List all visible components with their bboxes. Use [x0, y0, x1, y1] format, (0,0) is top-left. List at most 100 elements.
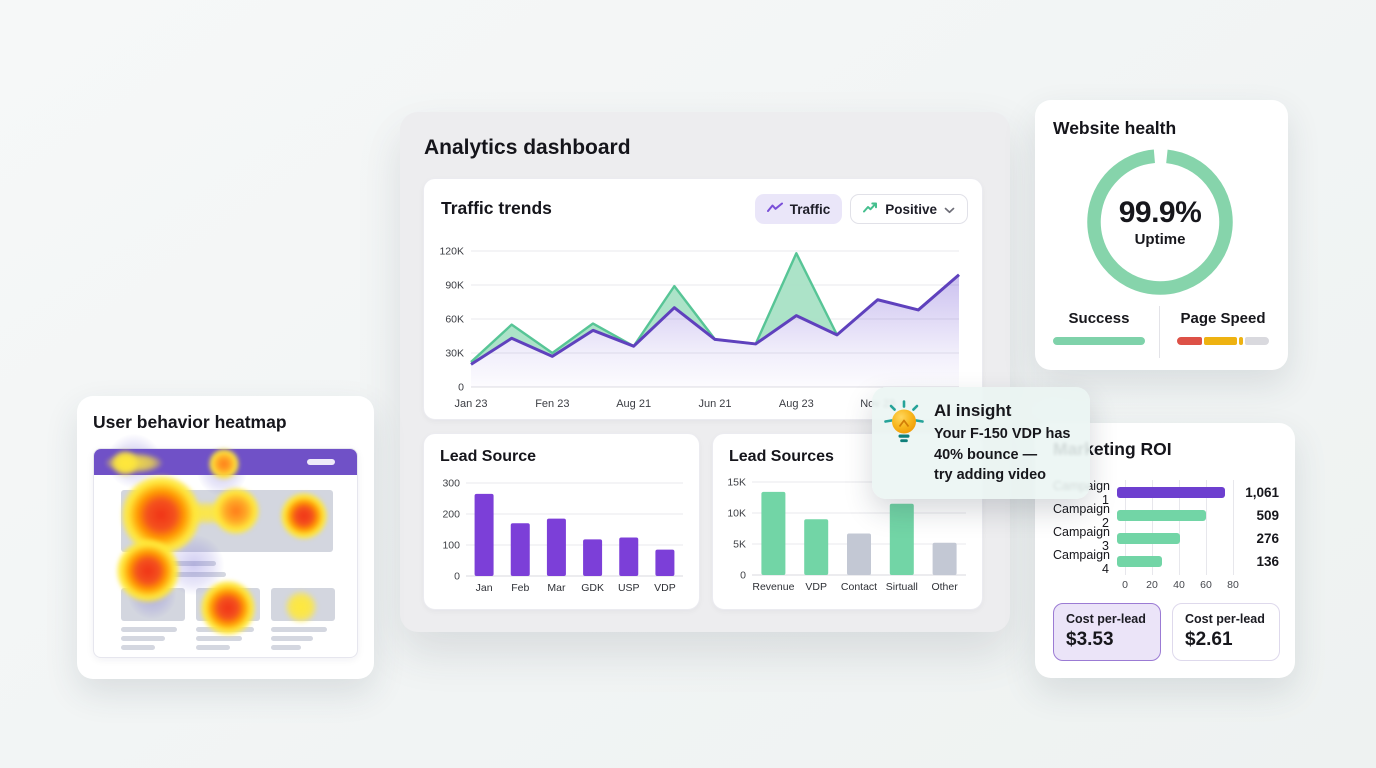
analytics-dashboard-title: Analytics dashboard — [424, 136, 631, 159]
roi-row: Campaign 3 276 — [1053, 524, 1279, 553]
uptime-label: Uptime — [1134, 231, 1186, 248]
roi-row: Campaign 2 509 — [1053, 501, 1279, 530]
trend-line-icon — [766, 202, 783, 217]
lead-source-bar-chart: 0 100 200 300 Jan Feb Mar GDK USP VDP — [442, 478, 683, 594]
page-speed-metric: Page Speed — [1169, 310, 1277, 345]
traffic-trends-card: Traffic trends Traffic Positive 0 30K 60K 9… — [423, 178, 983, 420]
page-speed-label: Page Speed — [1180, 310, 1266, 327]
mockup-text-line — [271, 627, 327, 632]
cost-per-lead-label: Cost per-lead — [1066, 612, 1146, 626]
success-metric: Success — [1045, 310, 1153, 345]
traffic-chart-controls: Traffic Positive — [754, 194, 968, 224]
svg-text:10K: 10K — [727, 508, 746, 520]
roi-bar — [1117, 510, 1207, 521]
ai-insight-text: Your F-150 VDP has — [934, 426, 1071, 442]
svg-text:15K: 15K — [727, 477, 746, 489]
svg-text:100: 100 — [442, 540, 460, 552]
positive-filter-label: Positive — [885, 201, 937, 217]
roi-campaign-label: Campaign 2 — [1053, 501, 1110, 530]
website-health-card: Website health 99.9% Uptime Success Page… — [1035, 100, 1288, 370]
svg-text:Fen 23: Fen 23 — [535, 398, 569, 410]
page-speed-segment-tick — [1239, 337, 1243, 345]
svg-text:Other: Other — [931, 581, 958, 593]
roi-campaign-label: Campaign 3 — [1053, 524, 1110, 553]
svg-text:Jun 21: Jun 21 — [698, 398, 731, 410]
ai-insight-popup[interactable]: AI insight Your F-150 VDP has 40% bounce… — [872, 387, 1090, 499]
traffic-filter-label: Traffic — [789, 201, 831, 217]
svg-text:120K: 120K — [439, 246, 464, 258]
divider — [1159, 306, 1160, 358]
lead-source-card: Lead Source 0 100 200 300 Jan Feb Mar GDK USP VDP — [423, 433, 700, 610]
roi-bar — [1117, 556, 1162, 567]
roi-bar — [1117, 533, 1181, 544]
trend-up-icon — [863, 202, 878, 217]
cost-per-lead-box-secondary[interactable]: Cost per-lead $2.61 — [1172, 603, 1280, 661]
svg-text:Aug 21: Aug 21 — [616, 398, 651, 410]
mockup-header-bar — [94, 449, 357, 475]
mockup-hero-block — [121, 490, 333, 552]
roi-row: Campaign 4 136 — [1053, 548, 1279, 576]
traffic-filter-button[interactable]: Traffic — [754, 194, 843, 224]
mockup-text-line — [121, 627, 177, 632]
ai-insight-text: try adding video — [934, 467, 1046, 484]
svg-text:Feb: Feb — [511, 582, 529, 594]
uptime-value: 99.9% — [1118, 196, 1202, 229]
heatmap-blob-layer — [94, 434, 357, 657]
roi-gridlines — [1053, 480, 1279, 575]
cost-per-lead-box-primary[interactable]: Cost per-lead $3.53 — [1053, 603, 1161, 661]
mockup-text-line — [131, 572, 226, 577]
cost-per-lead-value: $2.61 — [1185, 629, 1233, 650]
traffic-trends-title: Traffic trends — [441, 198, 552, 218]
success-bar — [1053, 337, 1145, 345]
page-speed-bar — [1177, 337, 1269, 345]
chevron-down-icon — [944, 202, 955, 217]
svg-text:0: 0 — [454, 571, 460, 583]
positive-filter-dropdown[interactable]: Positive — [850, 194, 968, 224]
heatmap-title: User behavior heatmap — [93, 412, 287, 432]
mockup-header-pill — [307, 459, 335, 465]
user-behavior-heatmap-card: User behavior heatmap — [77, 396, 374, 679]
mockup-card-block — [121, 588, 185, 621]
roi-campaign-value: 509 — [1256, 508, 1279, 523]
mockup-text-line — [196, 627, 254, 632]
svg-text:60K: 60K — [445, 314, 464, 326]
mockup-card-block — [196, 588, 260, 621]
ai-insight-text: 40% bounce — — [934, 446, 1038, 463]
roi-axis-ticks: 0 20 40 60 80 — [1122, 579, 1239, 591]
page-speed-segment-red — [1177, 337, 1202, 345]
svg-text:Aug 23: Aug 23 — [779, 398, 814, 410]
mockup-text-line — [121, 645, 155, 650]
traffic-trends-chart: 0 30K 60K 90K 120K Jan 23 Fen 23 Aug 21 Jun 21 Au… — [439, 246, 960, 410]
ai-insight-title: AI insight — [934, 401, 1012, 420]
svg-text:Jan 23: Jan 23 — [454, 398, 487, 410]
svg-text:USP: USP — [618, 582, 640, 594]
roi-campaign-value: 1,061 — [1245, 485, 1279, 500]
mockup-text-line — [271, 645, 301, 650]
mockup-card-block — [271, 588, 335, 621]
svg-text:Mar: Mar — [547, 582, 566, 594]
cost-per-lead-value: $3.53 — [1066, 629, 1114, 650]
svg-text:VDP: VDP — [805, 581, 827, 593]
svg-text:90K: 90K — [445, 280, 464, 292]
svg-text:0: 0 — [458, 382, 464, 394]
mockup-text-line — [196, 636, 242, 641]
lightbulb-icon — [882, 399, 926, 450]
svg-text:Sirtuall: Sirtuall — [886, 581, 918, 593]
analytics-dashboard-card: Analytics dashboard Traffic trends Traff… — [400, 112, 1010, 632]
lead-sources-title: Lead Sources — [729, 448, 834, 465]
lead-sources-bar-chart: 0 5K 10K 15K Revenue VDP Contact Sirtuall Other — [727, 477, 966, 593]
svg-text:200: 200 — [442, 509, 460, 521]
roi-campaign-value: 136 — [1256, 554, 1279, 569]
page-speed-segment-amber — [1204, 337, 1237, 345]
cost-per-lead-label: Cost per-lead — [1185, 612, 1265, 626]
roi-bar — [1117, 487, 1225, 498]
svg-text:5K: 5K — [733, 539, 746, 551]
website-health-title: Website health — [1053, 118, 1177, 138]
svg-text:0: 0 — [740, 570, 746, 582]
svg-text:Jan: Jan — [476, 582, 493, 594]
roi-campaign-value: 276 — [1256, 531, 1279, 546]
lead-source-title: Lead Source — [440, 448, 537, 465]
mockup-text-line — [271, 636, 313, 641]
svg-text:300: 300 — [442, 478, 460, 490]
